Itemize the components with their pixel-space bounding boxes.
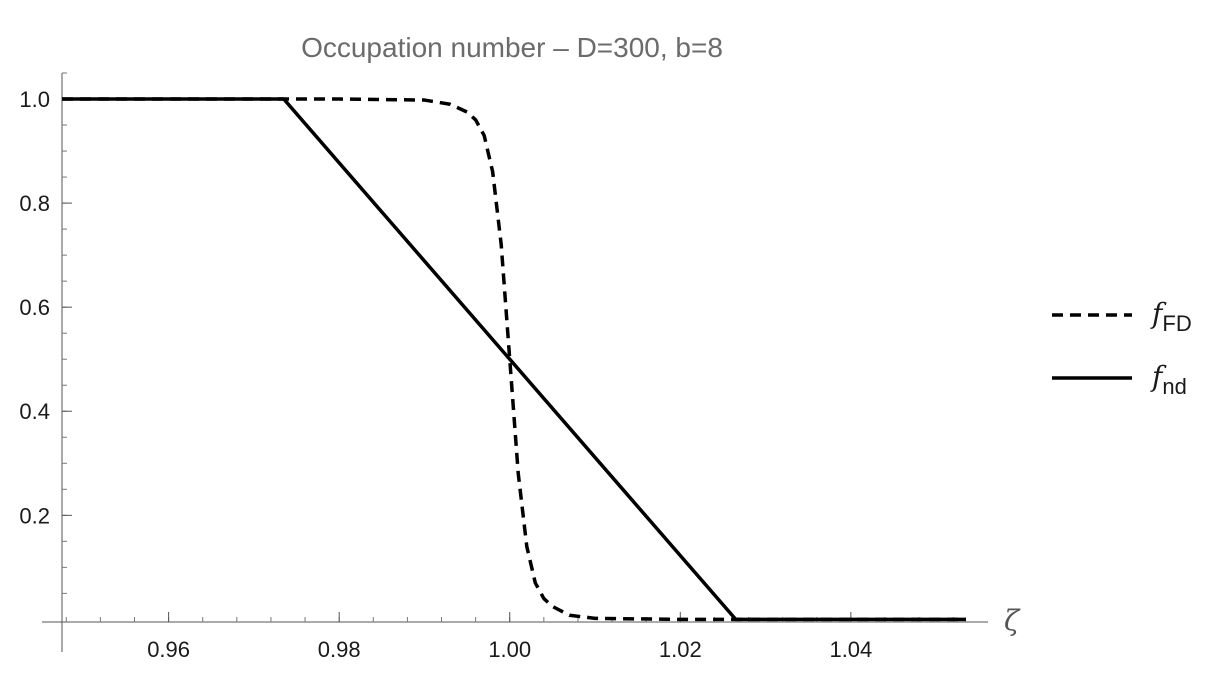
axes: 0.96 0.98 1.00 1.02 1.04 0.2 0.4 0.6 0.8 1.0	[19, 72, 988, 662]
x-ticks: 0.96 0.98 1.00 1.02 1.04	[147, 612, 872, 662]
y-tick-label: 0.4	[19, 399, 50, 424]
y-ticks: 0.2 0.4 0.6 0.8 1.0	[19, 87, 72, 528]
x-tick-label: 1.02	[659, 637, 702, 662]
y-tick-label: 1.0	[19, 87, 50, 112]
y-tick-label: 0.8	[19, 191, 50, 216]
legend-label-fd: fFD	[1150, 297, 1192, 336]
chart-title: Occupation number – D=300, b=8	[301, 32, 723, 63]
x-axis-label: ζ	[1004, 604, 1021, 637]
x-tick-label: 0.96	[147, 637, 190, 662]
series-line-fd	[62, 97, 966, 622]
legend-label-nd: fnd	[1150, 360, 1187, 399]
x-tick-label: 1.00	[488, 637, 531, 662]
series-line-nd	[62, 97, 966, 622]
y-tick-label: 0.6	[19, 295, 50, 320]
x-tick-label: 1.04	[829, 637, 872, 662]
legend-entry-fd: fFD	[1052, 297, 1192, 336]
x-tick-label: 0.98	[318, 637, 361, 662]
legend-entry-nd: fnd	[1052, 360, 1187, 399]
legend: fFD fnd	[1052, 297, 1192, 399]
legend-label-fd-sub: FD	[1162, 311, 1191, 336]
legend-label-nd-sub: nd	[1162, 374, 1186, 399]
y-tick-label: 0.2	[19, 503, 50, 528]
series-layer	[62, 97, 966, 622]
